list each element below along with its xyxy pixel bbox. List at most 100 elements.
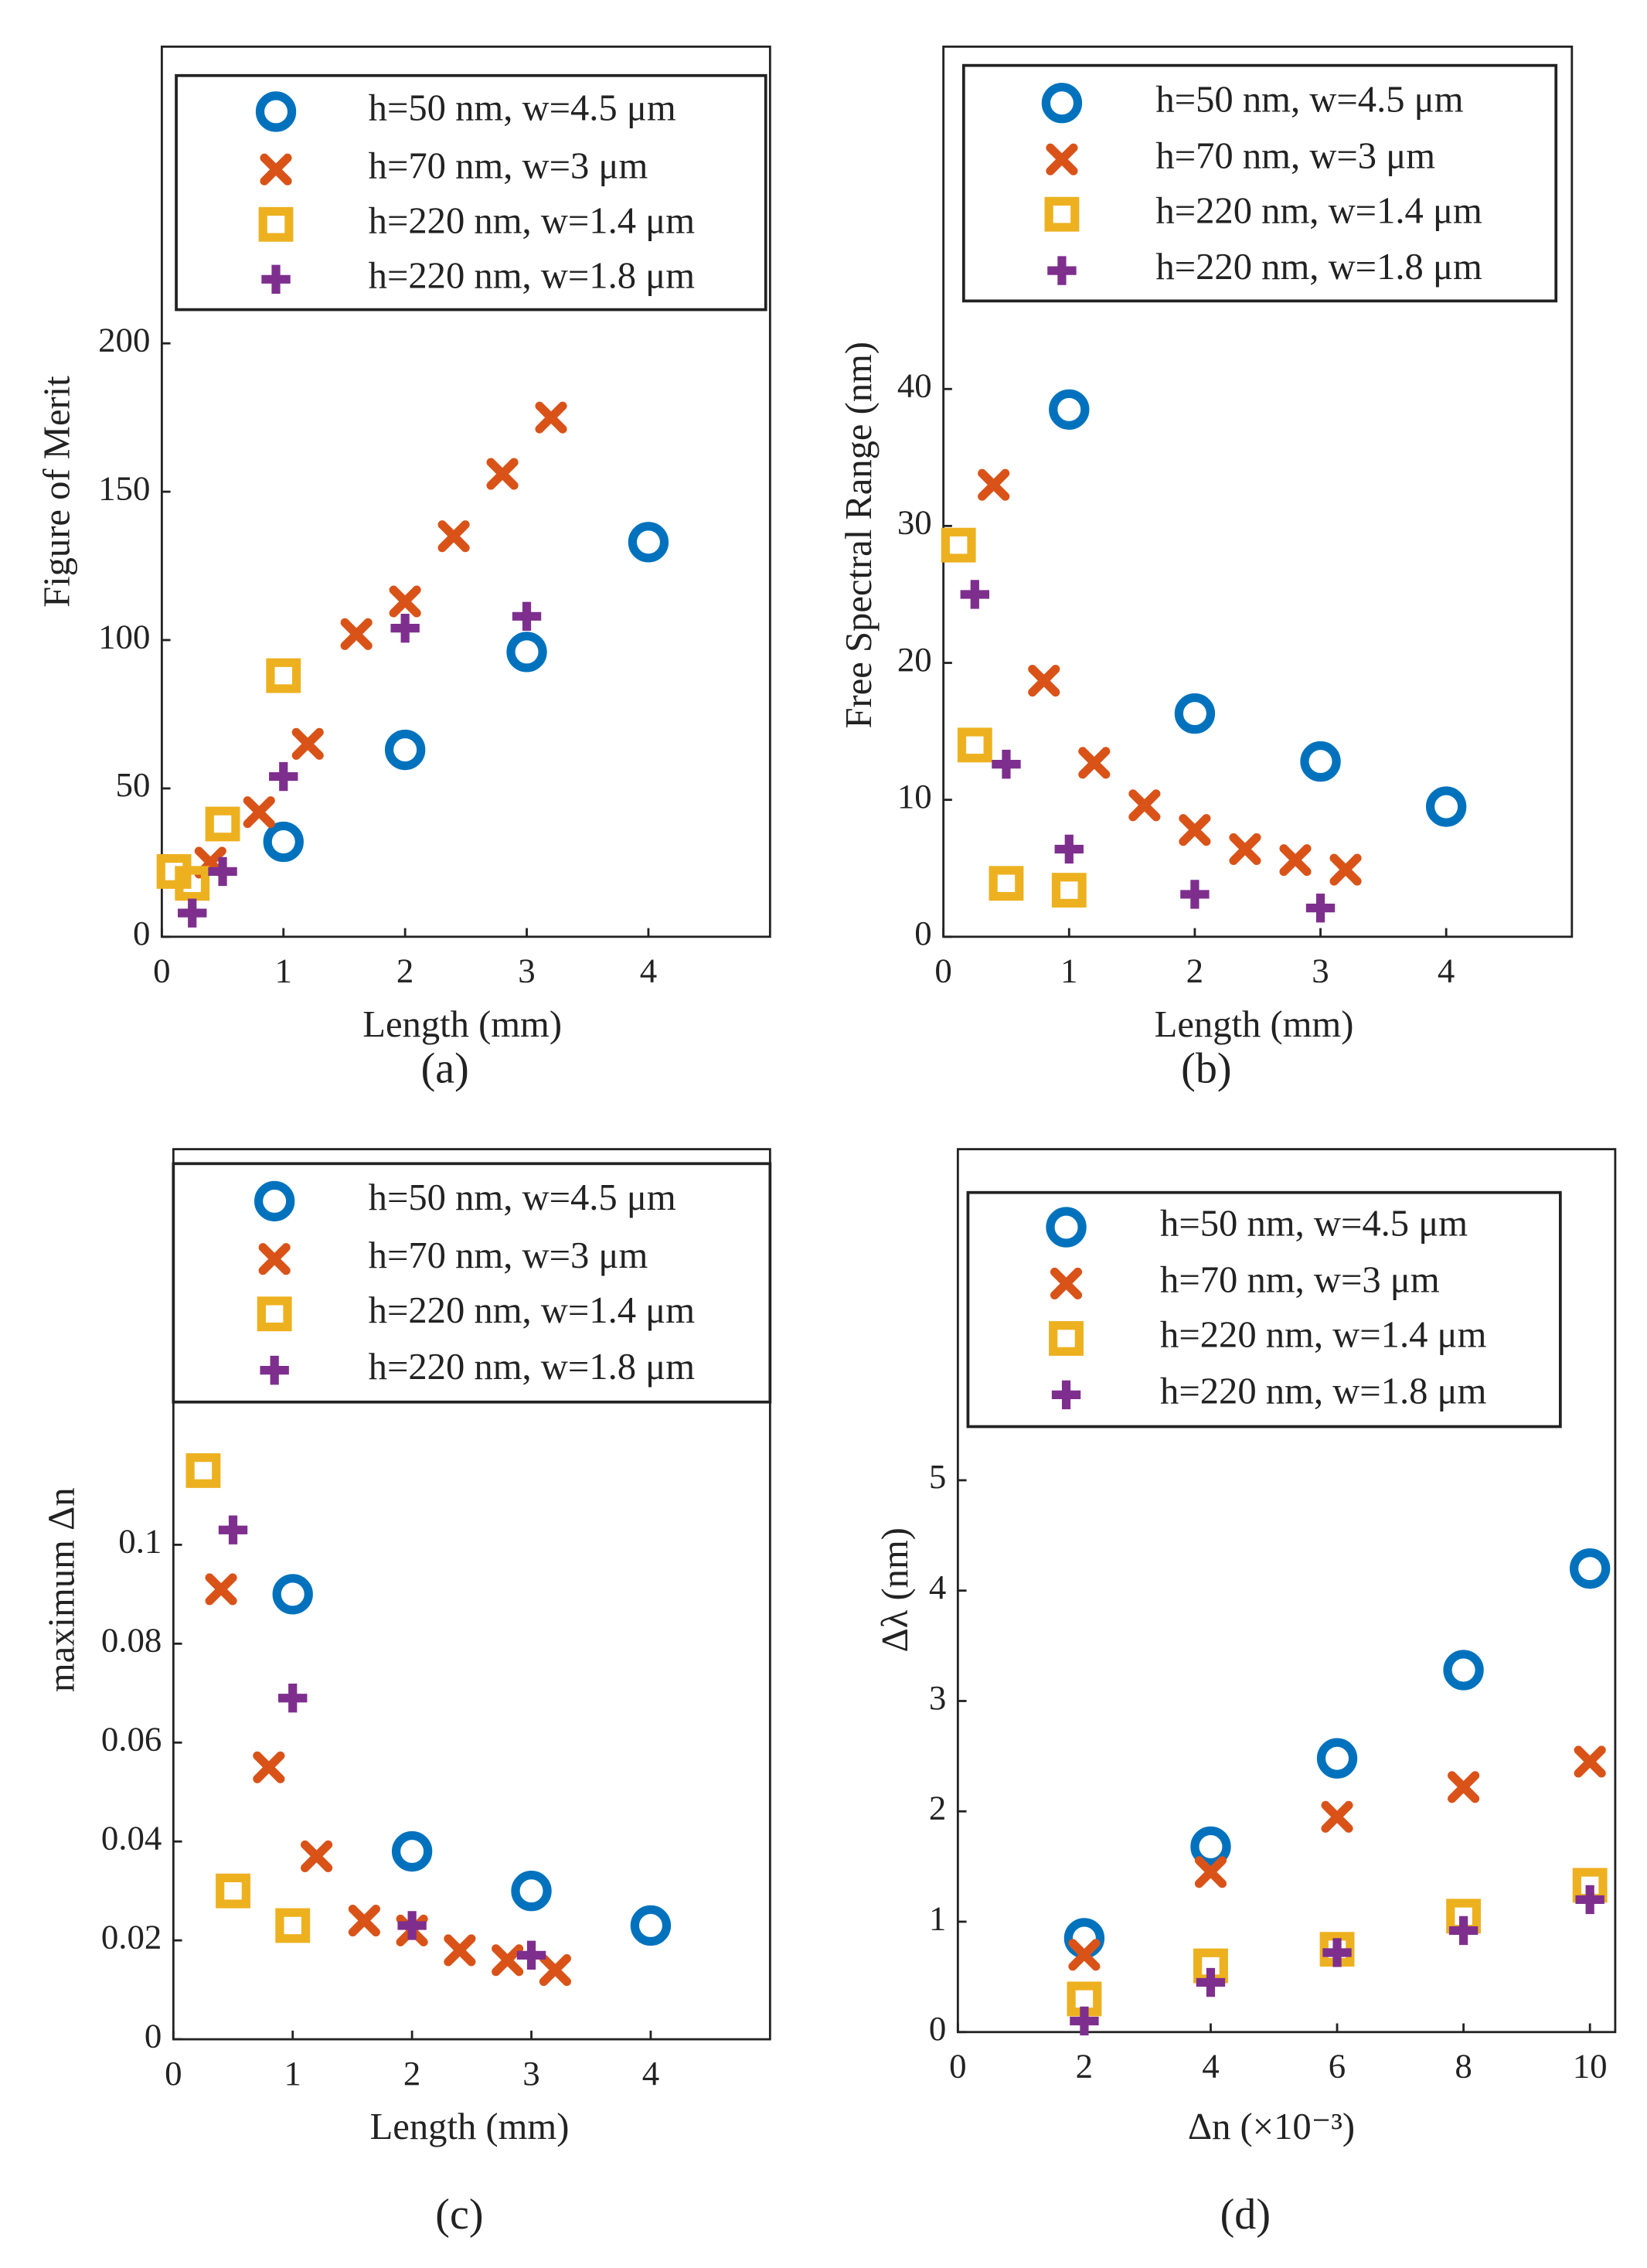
plus: [260, 1355, 289, 1385]
marker: [444, 1934, 476, 1967]
y-tick-label: 0.04: [101, 1819, 162, 1858]
circle: [255, 91, 297, 132]
plus: [1051, 1380, 1081, 1410]
cross: [348, 1905, 380, 1937]
plus: [992, 749, 1021, 779]
plus: [261, 264, 291, 295]
plus: [1575, 1885, 1604, 1915]
marker: [1068, 1939, 1101, 1971]
cross: [1279, 844, 1312, 877]
square: [266, 658, 301, 693]
circle: [263, 821, 304, 863]
marker: [397, 1911, 427, 1940]
marker: [1229, 833, 1261, 866]
marker: [266, 658, 301, 693]
plus: [1180, 880, 1210, 909]
marker: [1322, 1938, 1352, 1967]
marker: [506, 632, 547, 673]
square: [175, 866, 210, 901]
marker: [257, 1296, 292, 1332]
y-tick-label: 10: [897, 777, 932, 816]
marker: [1321, 1800, 1353, 1833]
marker: [511, 1871, 552, 1912]
x-tick-label: 3: [522, 2054, 539, 2093]
marker: [263, 821, 304, 863]
y-tick-label: 0: [929, 2009, 946, 2048]
marker: [437, 520, 470, 553]
y-tick-label: 0.1: [118, 1522, 162, 1561]
x-tick-label: 10: [1573, 2047, 1608, 2086]
plus: [1196, 1967, 1226, 1997]
marker: [1300, 741, 1341, 782]
marker: [258, 206, 294, 242]
marker: [957, 727, 992, 763]
square: [989, 866, 1024, 901]
marker: [960, 580, 990, 609]
y-tick-label: 40: [897, 366, 932, 405]
legend-label: h=220 nm, w=1.8 μm: [1160, 1371, 1487, 1412]
x-tick-label: 2: [1076, 2047, 1093, 2086]
circle: [1190, 1826, 1231, 1868]
y-tick-label: 0.02: [101, 1917, 162, 1956]
x-tick-label: 0: [153, 952, 170, 990]
circle: [272, 1574, 313, 1615]
y-tick-label: 0: [133, 914, 150, 952]
x-axis-label: Length (mm): [1155, 1003, 1354, 1045]
circle: [1041, 83, 1083, 124]
cross: [243, 796, 275, 829]
legend-label: h=220 nm, w=1.8 μm: [1155, 246, 1482, 288]
marker: [254, 1180, 295, 1222]
marker: [1575, 1885, 1604, 1915]
circle: [1443, 1650, 1484, 1691]
marker: [1051, 1380, 1081, 1410]
cross: [205, 1573, 237, 1606]
marker: [1305, 893, 1336, 923]
cross: [437, 520, 470, 553]
y-tick-label: 5: [929, 1457, 946, 1496]
plus: [269, 761, 298, 792]
marker: [348, 1905, 380, 1937]
marker: [1078, 747, 1111, 779]
legend-label: h=70 nm, w=3 μm: [1155, 135, 1435, 176]
x-axis-label: Length (mm): [362, 1003, 562, 1045]
plot-frame: [942, 45, 1574, 938]
marker: [978, 468, 1010, 501]
marker: [1050, 1267, 1083, 1300]
x-tick-label: 1: [1060, 952, 1077, 990]
plus: [516, 1940, 546, 1970]
y-tick-label: 0: [914, 914, 931, 952]
circle: [1425, 786, 1467, 827]
cross: [258, 1243, 291, 1275]
x-tick-label: 1: [275, 952, 292, 990]
caption: (a): [421, 1044, 469, 1092]
marker: [260, 1355, 289, 1385]
y-tick-label: 50: [116, 765, 151, 804]
circle: [628, 522, 669, 563]
x-tick-label: 4: [642, 2054, 659, 2093]
y-axis-label: Free Spectral Range (nm): [838, 342, 880, 729]
square: [957, 727, 992, 763]
circle: [630, 1905, 672, 1946]
plus: [208, 856, 237, 887]
legend-label: h=70 nm, w=3 μm: [1160, 1259, 1440, 1301]
legend-label: h=220 nm, w=1.4 μm: [1155, 189, 1482, 231]
marker: [1448, 1771, 1480, 1803]
cross: [291, 727, 324, 760]
square: [258, 206, 294, 242]
legend-label: h=50 nm, w=4.5 μm: [1160, 1203, 1468, 1245]
square: [257, 1296, 292, 1332]
x-tick-label: 4: [1438, 952, 1455, 990]
marker: [1425, 786, 1467, 827]
marker: [1054, 834, 1084, 864]
cross: [1128, 789, 1161, 822]
circle: [1569, 1548, 1611, 1589]
marker: [391, 1830, 433, 1872]
marker: [255, 91, 297, 132]
marker: [941, 527, 976, 563]
y-tick-label: 100: [98, 617, 150, 656]
cross: [1050, 1267, 1083, 1300]
cross: [1448, 1771, 1480, 1803]
plus: [278, 1684, 308, 1713]
